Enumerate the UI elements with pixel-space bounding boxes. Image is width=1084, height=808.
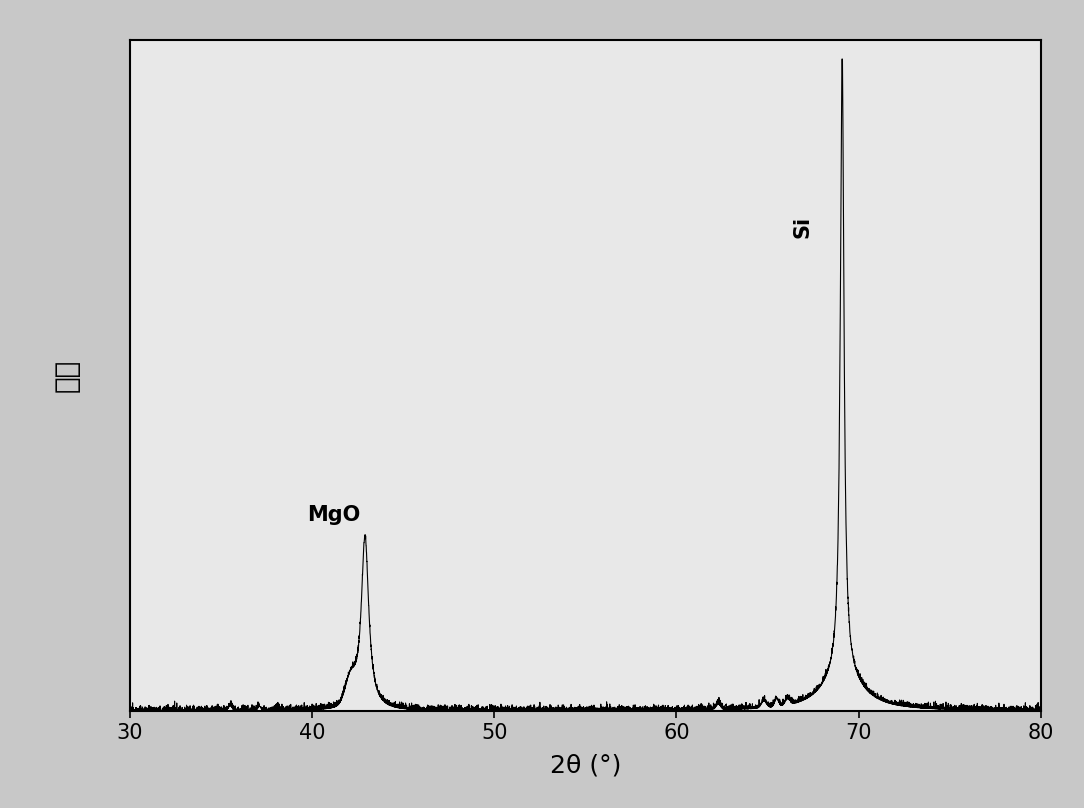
- Text: 強度: 強度: [52, 359, 80, 393]
- Text: Si: Si: [792, 216, 812, 238]
- X-axis label: 2θ (°): 2θ (°): [550, 754, 621, 778]
- Text: MgO: MgO: [308, 505, 361, 524]
